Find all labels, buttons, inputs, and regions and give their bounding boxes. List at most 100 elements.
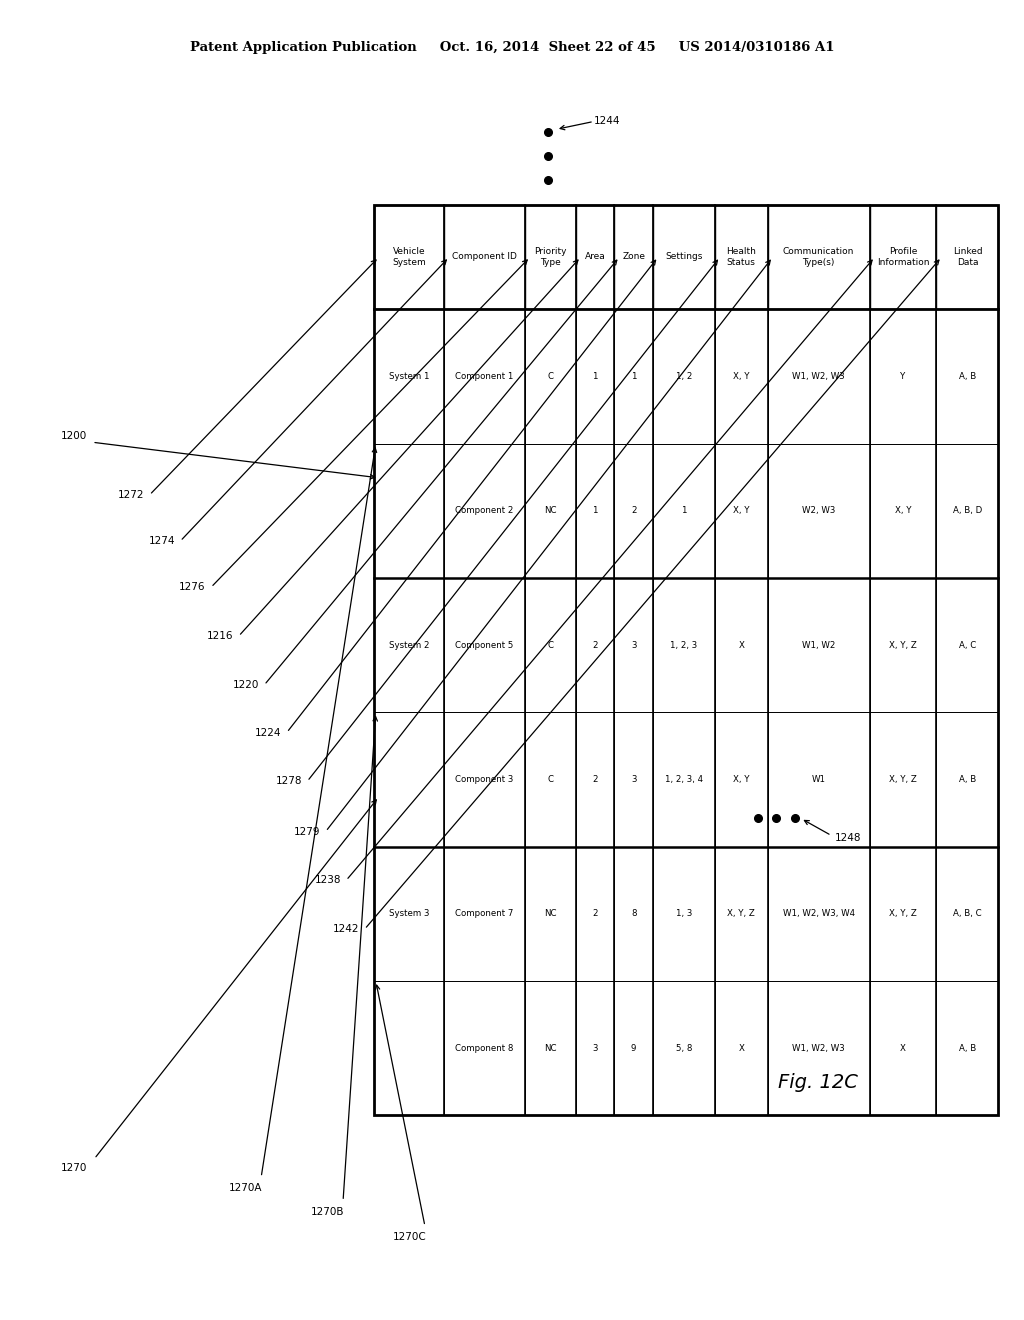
FancyBboxPatch shape xyxy=(444,578,525,713)
FancyBboxPatch shape xyxy=(653,578,715,713)
FancyBboxPatch shape xyxy=(575,309,614,444)
FancyBboxPatch shape xyxy=(525,444,575,578)
FancyBboxPatch shape xyxy=(374,444,444,578)
Text: X, Y: X, Y xyxy=(733,507,750,515)
FancyBboxPatch shape xyxy=(614,713,653,846)
FancyBboxPatch shape xyxy=(525,309,575,444)
Text: 1279: 1279 xyxy=(294,826,321,837)
Text: 1, 3: 1, 3 xyxy=(676,909,692,919)
FancyBboxPatch shape xyxy=(575,713,614,846)
FancyBboxPatch shape xyxy=(715,309,768,444)
Text: 1216: 1216 xyxy=(207,631,233,642)
FancyBboxPatch shape xyxy=(937,713,998,846)
FancyBboxPatch shape xyxy=(444,309,525,444)
Text: 1220: 1220 xyxy=(232,680,259,690)
Text: 1242: 1242 xyxy=(333,924,359,935)
Text: W1, W2, W3: W1, W2, W3 xyxy=(793,1044,845,1053)
FancyBboxPatch shape xyxy=(525,981,575,1115)
Text: Patent Application Publication     Oct. 16, 2014  Sheet 22 of 45     US 2014/031: Patent Application Publication Oct. 16, … xyxy=(189,41,835,54)
FancyBboxPatch shape xyxy=(715,981,768,1115)
Text: Y: Y xyxy=(900,372,905,381)
FancyBboxPatch shape xyxy=(374,578,444,713)
FancyBboxPatch shape xyxy=(715,578,768,713)
FancyBboxPatch shape xyxy=(374,846,444,981)
FancyBboxPatch shape xyxy=(653,981,715,1115)
Text: Component ID: Component ID xyxy=(453,252,517,261)
Text: 1274: 1274 xyxy=(148,536,175,546)
Text: Health
Status: Health Status xyxy=(726,247,757,267)
FancyBboxPatch shape xyxy=(575,444,614,578)
Text: 1272: 1272 xyxy=(118,490,144,500)
Text: 5, 8: 5, 8 xyxy=(676,1044,692,1053)
Text: NC: NC xyxy=(544,1044,557,1053)
Text: C: C xyxy=(547,372,553,381)
FancyBboxPatch shape xyxy=(715,713,768,846)
FancyBboxPatch shape xyxy=(869,444,937,578)
FancyBboxPatch shape xyxy=(525,205,575,309)
FancyBboxPatch shape xyxy=(444,713,525,846)
FancyBboxPatch shape xyxy=(525,713,575,846)
FancyBboxPatch shape xyxy=(715,205,768,309)
FancyBboxPatch shape xyxy=(653,444,715,578)
Text: 1: 1 xyxy=(681,507,687,515)
Text: 1276: 1276 xyxy=(179,582,206,593)
Text: Component 3: Component 3 xyxy=(456,775,514,784)
Text: 1270A: 1270A xyxy=(229,1183,262,1193)
FancyBboxPatch shape xyxy=(525,846,575,981)
Text: Priority
Type: Priority Type xyxy=(535,247,566,267)
Text: System 2: System 2 xyxy=(389,640,429,649)
FancyBboxPatch shape xyxy=(869,205,937,309)
Text: A, B: A, B xyxy=(958,775,976,784)
FancyBboxPatch shape xyxy=(444,205,525,309)
Text: W1: W1 xyxy=(812,775,825,784)
Text: A, B, C: A, B, C xyxy=(953,909,982,919)
FancyBboxPatch shape xyxy=(374,981,444,1115)
Text: Vehicle
System: Vehicle System xyxy=(392,247,426,267)
Text: X, Y, Z: X, Y, Z xyxy=(727,909,755,919)
FancyBboxPatch shape xyxy=(937,981,998,1115)
FancyBboxPatch shape xyxy=(937,578,998,713)
FancyBboxPatch shape xyxy=(768,444,869,578)
Text: Area: Area xyxy=(585,252,605,261)
Text: A, C: A, C xyxy=(958,640,976,649)
Text: NC: NC xyxy=(544,507,557,515)
Text: Component 2: Component 2 xyxy=(456,507,514,515)
Text: Component 8: Component 8 xyxy=(456,1044,514,1053)
FancyBboxPatch shape xyxy=(444,444,525,578)
FancyBboxPatch shape xyxy=(869,981,937,1115)
FancyBboxPatch shape xyxy=(374,309,444,444)
Text: Profile
Information: Profile Information xyxy=(877,247,930,267)
Text: Communication
Type(s): Communication Type(s) xyxy=(783,247,854,267)
Text: 1: 1 xyxy=(592,372,598,381)
FancyBboxPatch shape xyxy=(614,578,653,713)
FancyBboxPatch shape xyxy=(614,981,653,1115)
Text: NC: NC xyxy=(544,909,557,919)
Text: X: X xyxy=(738,640,744,649)
FancyBboxPatch shape xyxy=(374,713,444,846)
Text: C: C xyxy=(547,640,553,649)
Text: 1248: 1248 xyxy=(835,833,861,843)
Text: 1: 1 xyxy=(592,507,598,515)
Text: 2: 2 xyxy=(631,507,637,515)
Text: X, Y, Z: X, Y, Z xyxy=(889,640,916,649)
Text: X, Y: X, Y xyxy=(895,507,911,515)
Text: 1270C: 1270C xyxy=(393,1232,426,1242)
Text: Settings: Settings xyxy=(666,252,702,261)
FancyBboxPatch shape xyxy=(575,846,614,981)
Text: 1, 2: 1, 2 xyxy=(676,372,692,381)
FancyBboxPatch shape xyxy=(575,981,614,1115)
Text: A, B, D: A, B, D xyxy=(952,507,982,515)
Text: System 1: System 1 xyxy=(389,372,429,381)
FancyBboxPatch shape xyxy=(374,205,444,309)
Text: Zone: Zone xyxy=(623,252,645,261)
Text: X: X xyxy=(738,1044,744,1053)
Text: A, B: A, B xyxy=(958,372,976,381)
Text: 1278: 1278 xyxy=(275,776,302,787)
FancyBboxPatch shape xyxy=(768,205,869,309)
FancyBboxPatch shape xyxy=(937,205,998,309)
FancyBboxPatch shape xyxy=(768,309,869,444)
Text: A, B: A, B xyxy=(958,1044,976,1053)
Text: 3: 3 xyxy=(631,640,637,649)
Text: 1238: 1238 xyxy=(314,875,341,886)
Text: X: X xyxy=(900,1044,906,1053)
